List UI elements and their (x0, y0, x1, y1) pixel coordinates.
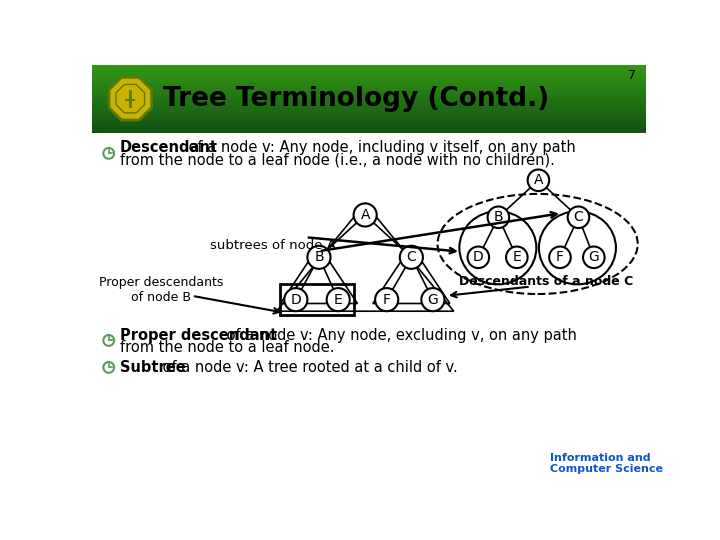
Polygon shape (92, 97, 647, 99)
Polygon shape (92, 84, 647, 85)
Circle shape (104, 335, 114, 346)
Circle shape (327, 288, 350, 311)
Polygon shape (92, 117, 647, 119)
Polygon shape (92, 121, 647, 123)
Polygon shape (92, 95, 647, 97)
Text: Information and
Computer Science: Information and Computer Science (550, 453, 663, 475)
Polygon shape (92, 124, 647, 126)
Circle shape (307, 246, 330, 269)
Polygon shape (92, 131, 647, 132)
Text: Subtree: Subtree (120, 360, 185, 375)
Polygon shape (92, 104, 647, 105)
Polygon shape (92, 119, 647, 121)
Polygon shape (92, 70, 647, 72)
Polygon shape (92, 78, 647, 80)
Polygon shape (92, 109, 647, 111)
Polygon shape (92, 68, 647, 70)
Polygon shape (92, 65, 647, 66)
Polygon shape (92, 126, 647, 127)
Polygon shape (92, 102, 647, 104)
Text: of a node v: A tree rooted at a child of v.: of a node v: A tree rooted at a child of… (158, 360, 458, 375)
Text: from the node to a leaf node (i.e., a node with no children).: from the node to a leaf node (i.e., a no… (120, 153, 554, 168)
Polygon shape (92, 85, 647, 87)
Circle shape (567, 206, 589, 228)
Text: G: G (588, 251, 599, 264)
Text: Descendants of a node C: Descendants of a node C (459, 275, 633, 288)
Polygon shape (92, 105, 647, 107)
Text: from the node to a leaf node.: from the node to a leaf node. (120, 340, 334, 355)
Polygon shape (92, 87, 647, 89)
Polygon shape (92, 93, 647, 95)
Polygon shape (92, 80, 647, 82)
Polygon shape (92, 129, 647, 131)
Polygon shape (92, 92, 647, 93)
Polygon shape (92, 112, 647, 114)
Polygon shape (92, 90, 647, 92)
Polygon shape (92, 123, 647, 124)
Text: A: A (361, 208, 370, 222)
Text: Proper descendants
of node B: Proper descendants of node B (99, 275, 223, 303)
Circle shape (421, 288, 444, 311)
Circle shape (506, 247, 528, 268)
Circle shape (487, 206, 509, 228)
Circle shape (528, 170, 549, 191)
Circle shape (284, 288, 307, 311)
Polygon shape (92, 107, 647, 109)
Text: F: F (556, 251, 564, 264)
Text: Descendant: Descendant (120, 140, 217, 156)
Text: D: D (290, 293, 301, 307)
Text: of a node v: Any node, including v itself, on any path: of a node v: Any node, including v itsel… (184, 140, 576, 156)
Circle shape (104, 148, 114, 159)
Circle shape (104, 362, 114, 373)
Circle shape (549, 247, 571, 268)
Text: 7: 7 (628, 70, 636, 83)
Circle shape (375, 288, 398, 311)
Polygon shape (92, 77, 647, 78)
Text: D: D (473, 251, 484, 264)
Polygon shape (92, 75, 647, 77)
Polygon shape (92, 89, 647, 90)
Circle shape (400, 246, 423, 269)
Polygon shape (92, 66, 647, 68)
Text: A: A (534, 173, 543, 187)
Polygon shape (92, 100, 647, 102)
Text: G: G (428, 293, 438, 307)
Polygon shape (92, 111, 647, 112)
Polygon shape (92, 73, 647, 75)
Polygon shape (92, 116, 647, 117)
Circle shape (583, 247, 605, 268)
Text: C: C (574, 210, 583, 224)
Text: B: B (314, 251, 324, 264)
Bar (281, 284, 354, 315)
Text: Tree Terminology (Contd.): Tree Terminology (Contd.) (163, 86, 549, 112)
Polygon shape (92, 82, 647, 84)
Circle shape (467, 247, 489, 268)
Text: F: F (383, 293, 391, 307)
Polygon shape (92, 127, 647, 129)
Polygon shape (92, 99, 647, 100)
Circle shape (354, 204, 377, 226)
Text: subtrees of node A: subtrees of node A (210, 239, 336, 252)
Text: E: E (334, 293, 343, 307)
Text: B: B (493, 210, 503, 224)
Text: Proper descendant: Proper descendant (120, 328, 276, 342)
Text: E: E (513, 251, 521, 264)
Text: of a node v: Any node, excluding v, on any path: of a node v: Any node, excluding v, on a… (222, 328, 577, 342)
Text: C: C (407, 251, 416, 264)
Polygon shape (92, 72, 647, 73)
Polygon shape (92, 114, 647, 116)
Polygon shape (109, 77, 152, 120)
